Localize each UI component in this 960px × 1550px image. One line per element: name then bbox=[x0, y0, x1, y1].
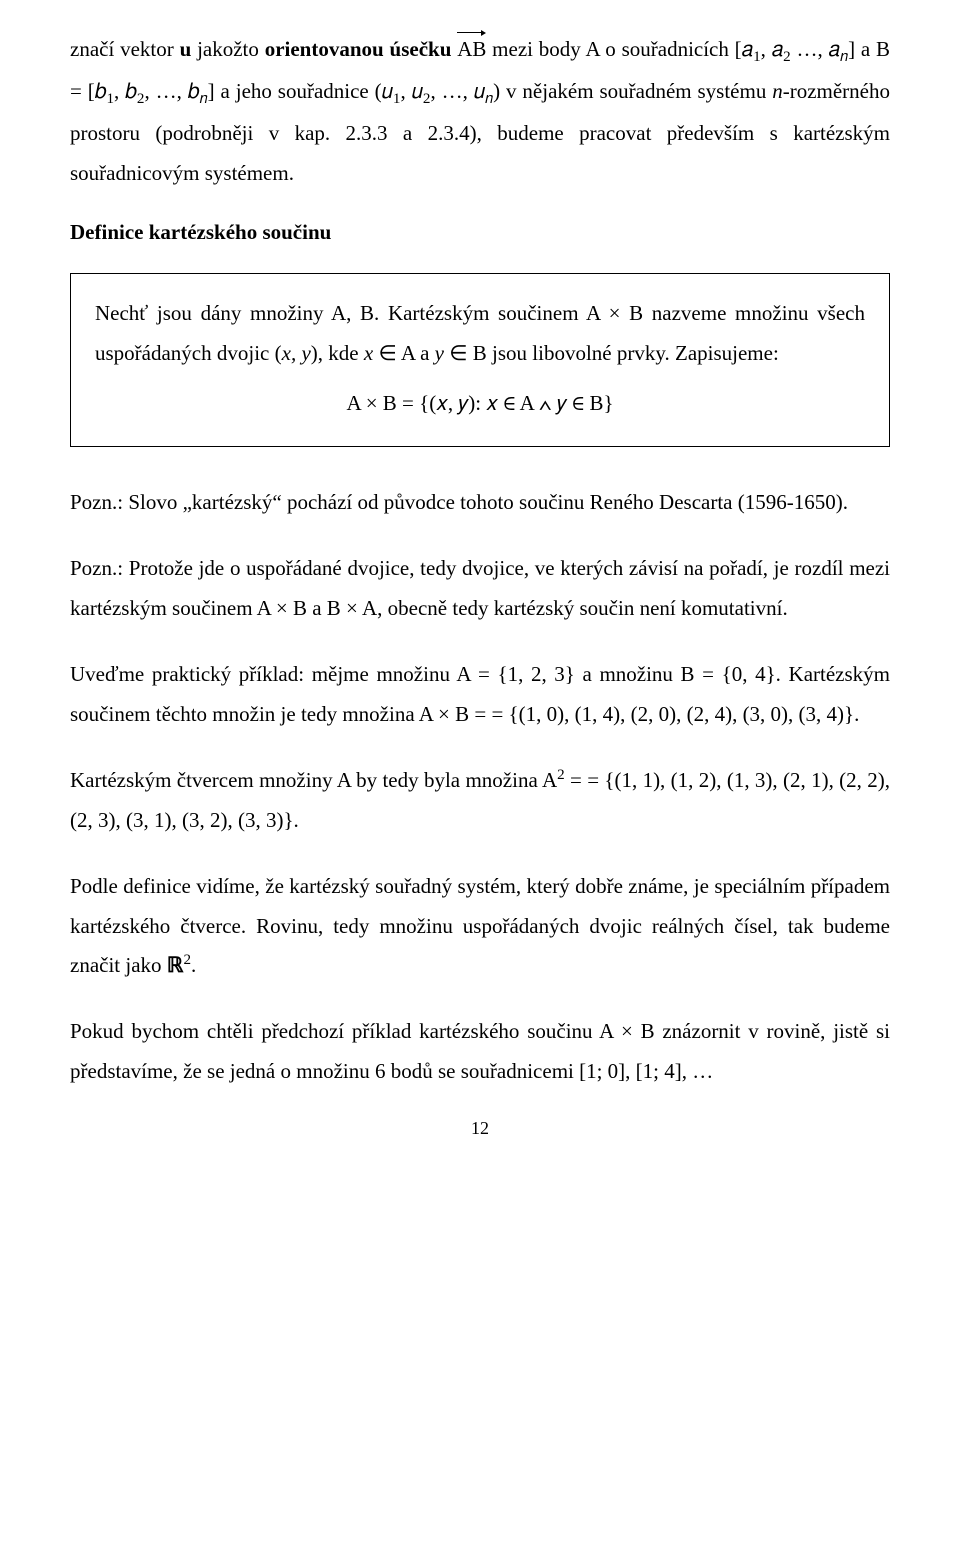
example-2: Kartézským čtvercem množiny A by tedy by… bbox=[70, 761, 890, 841]
text: , 𝑢 bbox=[400, 79, 422, 103]
text: ∈ B jsou libovolné prvky. Zapisujeme: bbox=[444, 341, 779, 365]
superscript: 2 bbox=[557, 767, 565, 783]
text: značí vektor bbox=[70, 37, 180, 61]
ab-label: AB bbox=[457, 37, 486, 61]
text: jakožto bbox=[191, 37, 264, 61]
subscript: 1 bbox=[106, 91, 114, 107]
paragraph-intro: značí vektor u jakožto orientovanou úseč… bbox=[70, 30, 890, 194]
subscript: 2 bbox=[783, 49, 791, 65]
text: , 𝑎 bbox=[761, 37, 783, 61]
subscript: 𝑛 bbox=[485, 91, 493, 107]
definition-formula: A × B = {(𝑥, 𝑦): 𝑥 ∈ A ∧ 𝑦 ∈ B} bbox=[95, 391, 865, 416]
oriented-segment: orientovanou úsečku bbox=[265, 37, 452, 61]
text: Kartézským čtvercem množiny A by tedy by… bbox=[70, 768, 557, 792]
page-number: 12 bbox=[70, 1118, 890, 1139]
text: . bbox=[191, 953, 196, 977]
italic-x: x bbox=[364, 341, 373, 365]
text: mezi body A o souřadnicích [𝑎 bbox=[486, 37, 753, 61]
vector-u: u bbox=[180, 37, 192, 61]
text: ) v nějakém souřadném systému bbox=[493, 79, 772, 103]
subscript: 𝑛 bbox=[840, 49, 848, 65]
superscript: 2 bbox=[183, 952, 191, 968]
italic-n: n bbox=[772, 79, 783, 103]
text: , 𝑏 bbox=[114, 79, 137, 103]
italic-y: y bbox=[435, 341, 444, 365]
real-numbers-icon: ℝ bbox=[167, 953, 184, 977]
text: , …, 𝑢 bbox=[430, 79, 485, 103]
section-heading: Definice kartézského součinu bbox=[70, 220, 890, 245]
text: ] a jeho souřadnice (𝑢 bbox=[208, 79, 393, 103]
paragraph-definition-note: Podle definice vidíme, že kartézský souř… bbox=[70, 867, 890, 987]
subscript: 𝑛 bbox=[200, 91, 208, 107]
text: ), kde bbox=[311, 341, 364, 365]
subscript: 1 bbox=[753, 49, 761, 65]
definition-text: Nechť jsou dány množiny A, B. Kartézským… bbox=[95, 294, 865, 374]
paragraph-last: Pokud bychom chtěli předchozí příklad ka… bbox=[70, 1012, 890, 1092]
text: ∈ A a bbox=[373, 341, 434, 365]
italic-xy: x, y bbox=[282, 341, 311, 365]
vector-ab-icon: AB bbox=[457, 30, 486, 70]
note-1: Pozn.: Slovo „kartézský“ pochází od půvo… bbox=[70, 483, 890, 523]
text: …, 𝑎 bbox=[791, 37, 840, 61]
text: , …, 𝑏 bbox=[144, 79, 199, 103]
example-1: Uveďme praktický příklad: mějme množinu … bbox=[70, 655, 890, 735]
definition-box: Nechť jsou dány množiny A, B. Kartézským… bbox=[70, 273, 890, 448]
note-2: Pozn.: Protože jde o uspořádané dvojice,… bbox=[70, 549, 890, 629]
